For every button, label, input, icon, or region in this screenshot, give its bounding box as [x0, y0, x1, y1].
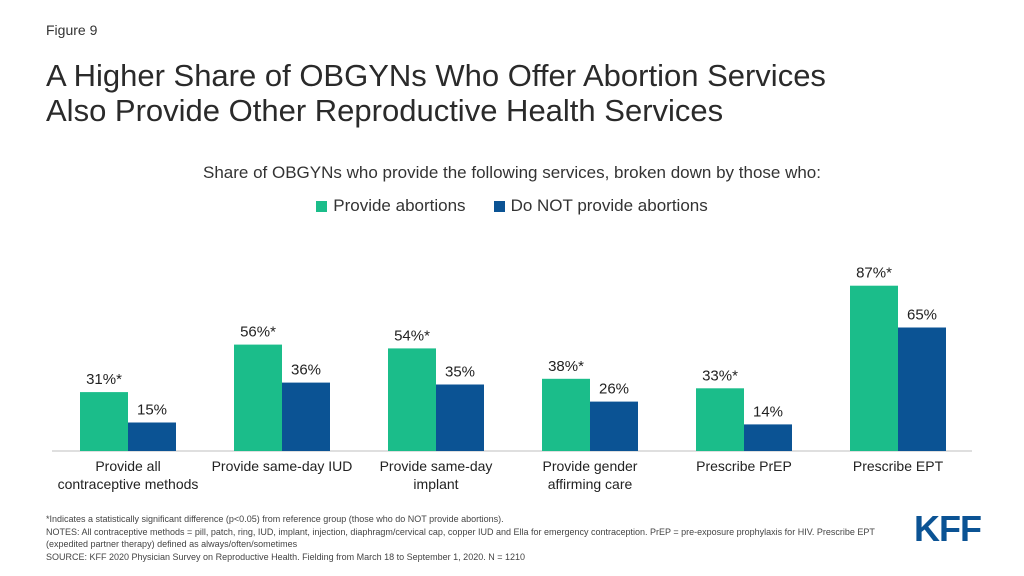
- data-label-not-provide-3: 26%: [599, 381, 629, 398]
- category-label-1-line-0: Provide same-day IUD: [212, 458, 353, 474]
- title-line-1: A Higher Share of OBGYNs Who Offer Abort…: [46, 58, 826, 93]
- legend-label-provide: Provide abortions: [333, 196, 466, 215]
- chart-subtitle: Share of OBGYNs who provide the followin…: [203, 163, 821, 182]
- category-label-2-line-1: implant: [413, 476, 458, 492]
- category-label-2-line-0: Provide same-day: [380, 458, 493, 474]
- data-label-not-provide-1: 36%: [291, 362, 321, 379]
- legend-swatch-provide: [316, 200, 328, 212]
- kff-logo: KFF: [914, 508, 982, 548]
- bar-provide-1: [234, 344, 282, 451]
- note-significance: *Indicates a statistically significant d…: [46, 514, 504, 524]
- bar-provide-0: [80, 392, 128, 451]
- bar-not-provide-4: [744, 424, 792, 451]
- bar-not-provide-5: [898, 327, 946, 451]
- legend-item-not-provide: Do NOT provide abortions: [493, 196, 708, 216]
- bar-not-provide-3: [590, 401, 638, 451]
- data-label-provide-5: 87%*: [856, 265, 892, 282]
- data-label-not-provide-5: 65%: [907, 307, 937, 324]
- bar-provide-5: [850, 285, 898, 451]
- bar-provide-4: [696, 388, 744, 451]
- figure-label: Figure 9: [46, 22, 98, 38]
- bar-not-provide-1: [282, 382, 330, 451]
- page-title: A Higher Share of OBGYNs Who Offer Abort…: [46, 58, 986, 128]
- bar-not-provide-0: [128, 422, 176, 451]
- kff-logo-text: KFF: [914, 508, 981, 548]
- chart-legend: Provide abortions Do NOT provide abortio…: [0, 196, 1024, 216]
- legend-item-provide: Provide abortions: [316, 196, 466, 216]
- title-line-2: Also Provide Other Reproductive Health S…: [46, 93, 724, 128]
- data-label-not-provide-4: 14%: [753, 403, 783, 420]
- bar-chart: 31%* 15% Provide all contraceptive methods 5…: [52, 265, 972, 492]
- bar-provide-3: [542, 378, 590, 451]
- data-label-not-provide-2: 35%: [445, 364, 475, 381]
- bar-provide-2: [388, 348, 436, 451]
- data-label-provide-0: 31%*: [86, 371, 122, 388]
- notes-block: *Indicates a statistically significant d…: [46, 513, 906, 563]
- legend-swatch-not-provide: [493, 200, 505, 212]
- category-label-4-line-0: Prescribe PrEP: [696, 458, 792, 474]
- category-label-3-line-0: Provide gender: [543, 458, 638, 474]
- category-label-0-line-0: Provide all: [95, 458, 160, 474]
- category-label-5-line-0: Prescribe EPT: [853, 458, 944, 474]
- data-label-provide-2: 54%*: [394, 327, 430, 344]
- note-methods: NOTES: All contraceptive methods = pill,…: [46, 526, 875, 550]
- category-label-0-line-1: contraceptive methods: [58, 476, 199, 492]
- legend-label-not-provide: Do NOT provide abortions: [510, 196, 708, 215]
- data-label-provide-1: 56%*: [240, 324, 276, 341]
- data-label-provide-4: 33%*: [702, 367, 738, 384]
- data-label-not-provide-0: 15%: [137, 402, 167, 419]
- note-source: SOURCE: KFF 2020 Physician Survey on Rep…: [46, 551, 525, 562]
- category-label-3-line-1: affirming care: [548, 476, 633, 492]
- data-label-provide-3: 38%*: [548, 358, 584, 375]
- bar-not-provide-2: [436, 384, 484, 451]
